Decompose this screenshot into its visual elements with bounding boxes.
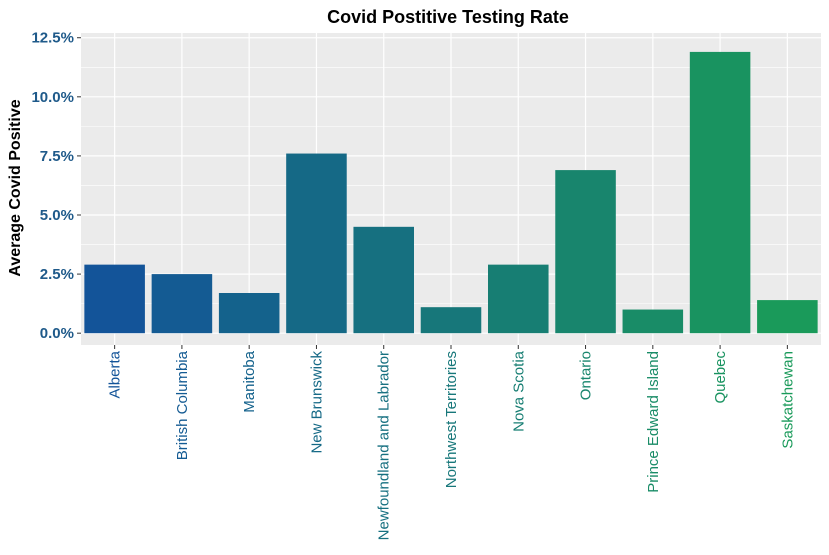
x-tick-label: Newfoundland and Labrador — [376, 351, 393, 540]
x-tick-label: Saskatchewan — [779, 351, 796, 449]
x-tick-label: Northwest Territories — [443, 351, 460, 488]
bar-newfoundland-and-labrador — [353, 226, 414, 334]
y-tick-label: 2.5% — [40, 266, 74, 283]
y-tick-label: 12.5% — [31, 30, 74, 47]
y-tick-label: 5.0% — [40, 207, 74, 224]
bar-northwest-territories — [420, 307, 482, 334]
bar-alberta — [84, 264, 145, 334]
x-tick-label: Manitoba — [241, 350, 258, 412]
bar-saskatchewan — [757, 300, 818, 334]
y-axis-label: Average Covid Positive — [7, 99, 24, 276]
bar-nova-scotia — [488, 264, 549, 334]
bar-ontario — [555, 170, 616, 334]
x-tick-label: Quebec — [712, 351, 729, 404]
bar-prince-edward-island — [622, 309, 684, 334]
x-tick-label: Prince Edward Island — [645, 351, 662, 493]
bar-british-columbia — [151, 274, 213, 334]
bar-new-brunswick — [286, 153, 347, 334]
chart-title: Covid Postitive Testing Rate — [327, 7, 569, 27]
x-tick-label: Alberta — [107, 350, 124, 398]
x-tick-label: British Columbia — [174, 350, 191, 460]
x-tick-label: New Brunswick — [308, 351, 325, 454]
x-tick-label: Nova Scotia — [510, 350, 527, 432]
bar-manitoba — [218, 293, 280, 334]
y-tick-label: 7.5% — [40, 148, 74, 165]
y-tick-label: 10.0% — [31, 89, 74, 106]
y-tick-label: 0.0% — [40, 325, 74, 342]
x-tick-label: Ontario — [578, 351, 595, 400]
bar-quebec — [689, 51, 751, 334]
